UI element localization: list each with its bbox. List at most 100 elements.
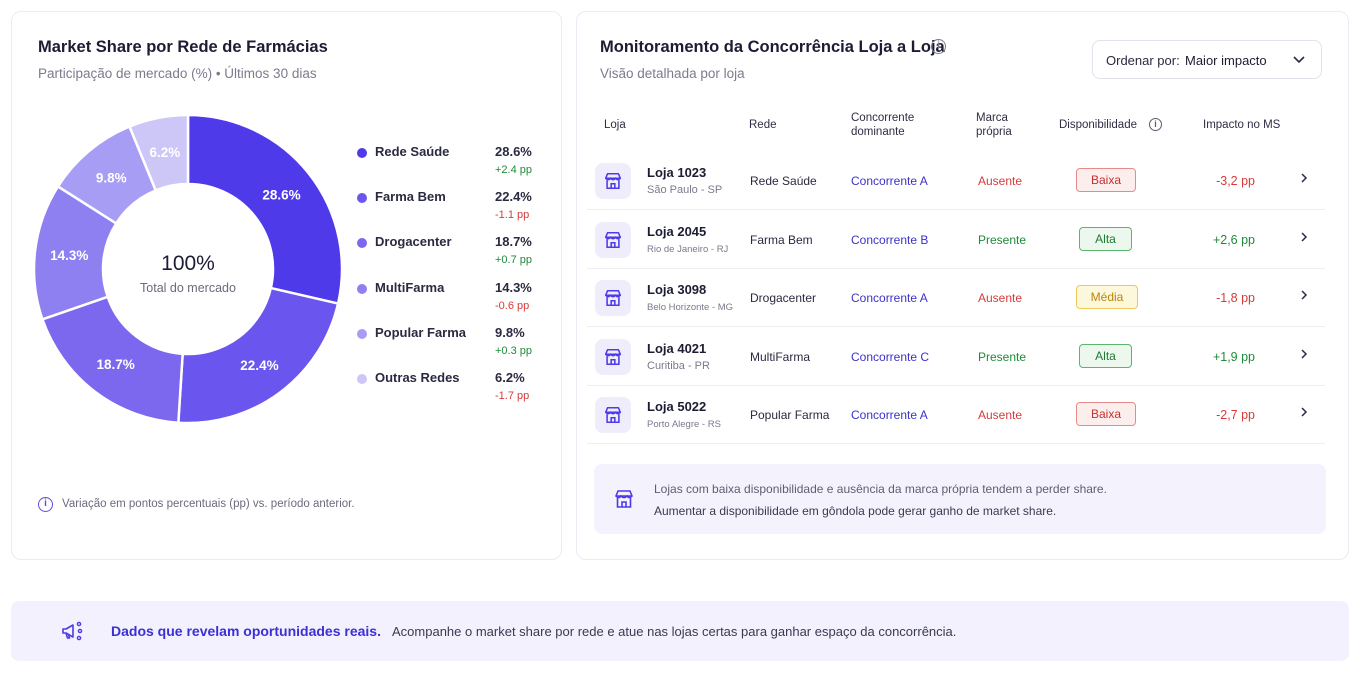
store-network: MultiFarma: [750, 349, 811, 364]
legend-delta: +2.4 pp: [495, 164, 533, 176]
availability-badge: Baixa: [1076, 402, 1136, 427]
legend-value: 9.8%: [495, 324, 525, 340]
header-marca-line1: Marca: [976, 112, 1008, 124]
legend-item: MultiFarma 14.3% -0.6 pp: [357, 278, 547, 318]
chevron-down-icon: [1293, 56, 1305, 64]
sort-dropdown[interactable]: Ordenar por: Maior impacto: [1092, 40, 1322, 79]
header-concorrente-line2: dominante: [851, 126, 905, 138]
store-city: Rio de Janeiro - RJ: [647, 243, 729, 255]
header-impacto: Impacto no MS: [1203, 119, 1281, 131]
header-loja: Loja: [604, 119, 626, 131]
store-network: Farma Bem: [750, 232, 813, 247]
market-share-card: Market Share por Rede de Farmácias Parti…: [11, 11, 562, 560]
legend-label: Farma Bem: [375, 189, 446, 205]
donut-center-label: Total do mercado: [140, 281, 236, 295]
legend-value: 22.4%: [495, 189, 532, 205]
store-network: Drogacenter: [750, 291, 817, 306]
header-rede: Rede: [749, 119, 777, 131]
donut-slice[interactable]: [177, 286, 340, 425]
legend-item: Popular Farma 9.8% +0.3 pp: [357, 323, 547, 363]
banner-highlight: Dados que revelam oportunidades reais.: [111, 623, 381, 639]
own-brand-status: Ausente: [978, 174, 1023, 188]
donut-slice[interactable]: [40, 295, 184, 425]
market-share-donut-chart: 28.6% 22.4% 18.7% 14.3% 9.8% 6.2% 100% Total …: [32, 113, 344, 425]
legend-label: Rede Saúde: [375, 144, 450, 159]
dominant-competitor: Concorrente B: [851, 232, 929, 247]
table-row[interactable]: Loja 5022 Porto Alegre - RS Popular Farma C…: [587, 386, 1325, 445]
store-name: Loja 5022: [647, 399, 707, 415]
dominant-competitor: Concorrente A: [851, 291, 928, 306]
store-icon: [615, 490, 633, 508]
donut-slice[interactable]: [186, 113, 344, 306]
own-brand-status: Ausente: [978, 291, 1023, 306]
monitor-title: Monitoramento da Concorrência Loja a Loj…: [600, 38, 945, 56]
store-name: Loja 3098: [647, 282, 707, 298]
donut-slice[interactable]: [127, 113, 190, 192]
chevron-right-icon[interactable]: [1299, 346, 1309, 362]
store-city: Belo Horizonte - MG: [647, 302, 734, 314]
store-city: Curitiba - PR: [647, 359, 710, 372]
legend-label: MultiFarma: [375, 279, 445, 295]
ms-impact: -3,2 pp: [1216, 174, 1255, 188]
store-name: Loja 1023: [647, 165, 707, 180]
availability-badge: Média: [1076, 285, 1138, 310]
store-name: Loja 2045: [647, 223, 707, 239]
chevron-right-icon[interactable]: [1299, 229, 1309, 245]
sort-value: Maior impacto: [1185, 53, 1267, 68]
ms-impact: +1,9 pp: [1212, 349, 1255, 364]
legend-item: Farma Bem 22.4% -1.1 pp: [357, 187, 547, 227]
info-icon[interactable]: i: [931, 39, 946, 54]
sort-label: Ordenar por:: [1106, 53, 1180, 68]
legend-delta: -1.7 pp: [495, 390, 530, 402]
banner-text: Acompanhe o market share por rede e atue…: [392, 624, 957, 639]
store-network: Popular Farma: [750, 408, 830, 423]
availability-badge: Baixa: [1076, 168, 1136, 192]
dominant-competitor: Concorrente A: [851, 408, 928, 423]
store-icon: [595, 397, 631, 434]
legend-dot: [357, 238, 367, 249]
header-concorrente-line1: Concorrente: [851, 112, 915, 124]
table-row[interactable]: Loja 3098 Belo Horizonte - MG Drogacenter C…: [587, 269, 1325, 328]
store-icon: [595, 280, 631, 317]
insight-line-1: Lojas com baixa disponibilidade e ausênc…: [654, 482, 1107, 496]
legend-value: 28.6%: [495, 144, 532, 159]
market-share-subtitle: Participação de mercado (%) • Últimos 30…: [38, 66, 317, 81]
market-share-footnote: Variação em pontos percentuais (pp) vs. …: [62, 498, 355, 510]
donut-slice-label: 28.6%: [262, 188, 300, 203]
legend-value: 6.2%: [495, 370, 525, 385]
ms-impact: -1,8 pp: [1216, 291, 1255, 306]
monitor-subtitle: Visão detalhada por loja: [600, 66, 745, 81]
store-city: Porto Alegre - RS: [647, 419, 721, 431]
store-city: São Paulo - SP: [647, 184, 723, 196]
header-marca-propria: Marca própria: [976, 111, 1012, 139]
ms-impact: -2,7 pp: [1216, 408, 1255, 423]
legend-item: Outras Redes 6.2% -1.7 pp: [357, 368, 547, 408]
donut-center-value: 100%: [161, 252, 215, 275]
chevron-right-icon[interactable]: [1299, 287, 1309, 303]
own-brand-status: Ausente: [978, 408, 1023, 423]
donut-slice-label: 14.3%: [50, 248, 88, 263]
info-icon[interactable]: i: [1149, 118, 1162, 131]
store-icon: [595, 221, 631, 258]
competition-monitor-card: Monitoramento da Concorrência Loja a Loj…: [576, 11, 1349, 560]
chevron-right-icon[interactable]: [1299, 404, 1309, 420]
own-brand-status: Presente: [978, 349, 1027, 364]
chevron-right-icon[interactable]: [1299, 170, 1309, 186]
legend-dot: [357, 374, 367, 384]
legend-delta: +0.7 pp: [495, 254, 533, 267]
megaphone-icon: [62, 621, 83, 641]
legend-dot: [357, 148, 367, 158]
table-row[interactable]: Loja 4021 Curitiba - PR MultiFarma Concorre…: [587, 328, 1325, 386]
availability-badge: Alta: [1079, 226, 1132, 251]
store-network: Rede Saúde: [750, 174, 817, 188]
store-icon: [595, 338, 631, 375]
legend-delta: -0.6 pp: [495, 299, 530, 312]
insight-box: Lojas com baixa disponibilidade e ausênc…: [594, 464, 1326, 534]
market-share-title: Market Share por Rede de Farmácias: [38, 38, 328, 56]
header-disponibilidade: Disponibilidade: [1059, 119, 1137, 131]
table-row[interactable]: Loja 1023 São Paulo - SP Rede Saúde Concorr…: [587, 152, 1325, 210]
table-row[interactable]: Loja 2045 Rio de Janeiro - RJ Farma Bem Con…: [587, 211, 1325, 269]
donut-slice-label: 22.4%: [240, 358, 278, 373]
header-concorrente: Concorrente dominante: [851, 111, 914, 139]
store-name: Loja 4021: [647, 340, 707, 356]
